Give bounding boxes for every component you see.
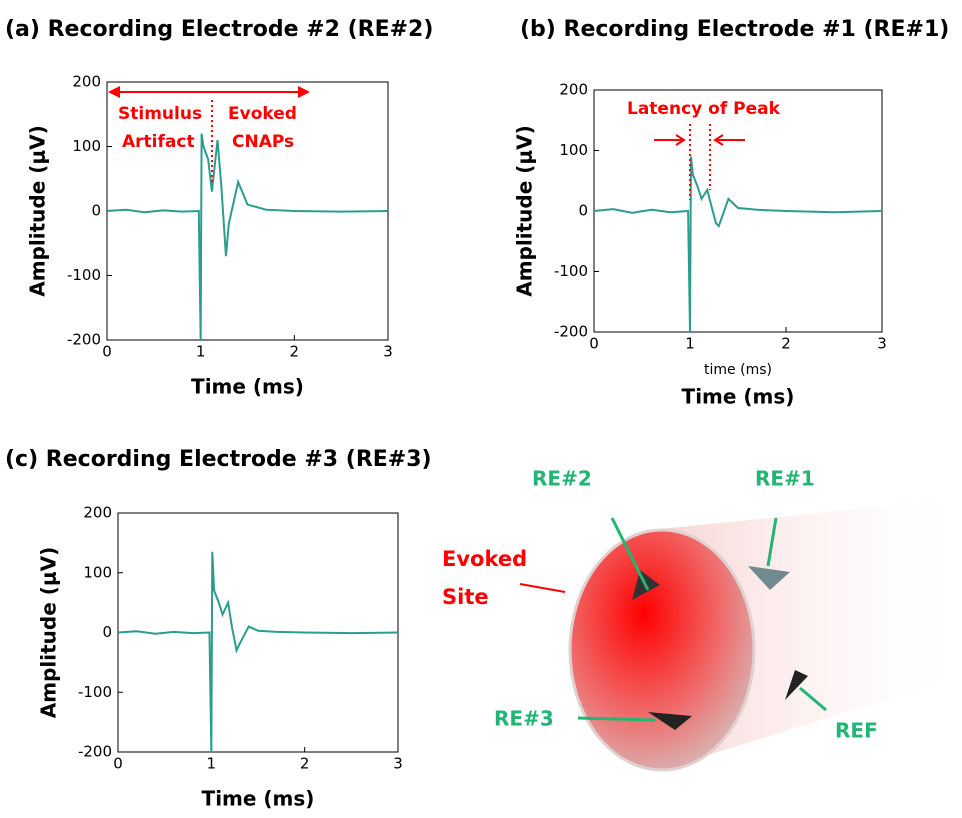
x-tick-label: 0 bbox=[589, 335, 599, 353]
annotation: Evoked bbox=[228, 104, 297, 124]
y-tick-label: 200 bbox=[559, 81, 588, 99]
annotation: Artifact bbox=[122, 132, 195, 152]
y-tick-label: -200 bbox=[78, 743, 112, 761]
x-tick-label: 1 bbox=[207, 755, 217, 773]
label: RE#1 bbox=[755, 467, 815, 491]
y-tick-label: 100 bbox=[83, 563, 112, 581]
trace bbox=[106, 133, 389, 341]
y-tick-label: 0 bbox=[91, 202, 101, 220]
y-tick-label: -100 bbox=[67, 266, 101, 284]
x-tick-label: 3 bbox=[877, 335, 887, 353]
x-tick-label: 3 bbox=[383, 343, 393, 361]
arrow bbox=[654, 134, 686, 146]
y-axis-label: Amplitude (μV) bbox=[513, 125, 537, 296]
pointer bbox=[766, 517, 778, 567]
y-tick-label: -100 bbox=[78, 683, 112, 701]
y-axis-label: Amplitude (μV) bbox=[26, 125, 50, 296]
chart: (b) Recording Electrode #1 (RE#1) -200 -10… bbox=[513, 17, 950, 409]
label: Evoked bbox=[442, 547, 527, 571]
annotation: Stimulus bbox=[118, 104, 202, 124]
label: RE#2 bbox=[532, 467, 592, 491]
arrowhead bbox=[108, 86, 120, 98]
electrode bbox=[748, 566, 790, 590]
x-tick-label: 2 bbox=[781, 335, 791, 353]
label: REF bbox=[835, 719, 878, 743]
x-axis-label: Time (ms) bbox=[202, 787, 315, 811]
nerve-diagram: RE#2 RE#1 Evoked Site RE#3 REF bbox=[442, 467, 950, 772]
pointer bbox=[577, 716, 656, 722]
trace bbox=[593, 156, 883, 333]
label: RE#3 bbox=[494, 707, 554, 731]
x-tick-label: 0 bbox=[102, 343, 112, 361]
arrow bbox=[713, 134, 745, 146]
plot-frame bbox=[593, 89, 883, 333]
annotation: Latency of Peak bbox=[627, 99, 781, 119]
pointer bbox=[799, 686, 827, 712]
x-tick-label: 2 bbox=[300, 755, 310, 773]
x-tick-label: 0 bbox=[113, 755, 123, 773]
y-tick-label: -100 bbox=[554, 262, 588, 280]
pointer bbox=[519, 583, 566, 593]
chart-title: (c) Recording Electrode #3 (RE#3) bbox=[5, 447, 432, 472]
electrode bbox=[785, 670, 808, 700]
x-tick-label: 3 bbox=[393, 755, 403, 773]
chart-title: (b) Recording Electrode #1 (RE#1) bbox=[520, 17, 949, 42]
label: Site bbox=[442, 585, 489, 609]
chart: (c) Recording Electrode #3 (RE#3) -200 -10… bbox=[5, 447, 432, 811]
y-tick-label: 100 bbox=[559, 141, 588, 159]
y-tick-label: 200 bbox=[83, 504, 112, 522]
annotation: CNAPs bbox=[232, 132, 294, 152]
chart-title: (a) Recording Electrode #2 (RE#2) bbox=[5, 17, 433, 42]
trace bbox=[117, 551, 399, 753]
x-axis-label: Time (ms) bbox=[682, 385, 795, 409]
y-tick-label: -200 bbox=[67, 331, 101, 349]
chart: (a) Recording Electrode #2 (RE#2) -200 -10… bbox=[5, 17, 433, 399]
arrowhead bbox=[298, 86, 310, 98]
x-tick-label: 2 bbox=[290, 343, 300, 361]
x-tick-label: 1 bbox=[685, 335, 695, 353]
y-tick-label: 0 bbox=[578, 202, 588, 220]
y-axis-label: Amplitude (μV) bbox=[37, 547, 61, 718]
pointer bbox=[610, 517, 650, 591]
y-tick-label: 100 bbox=[72, 137, 101, 155]
x-tick-label: 1 bbox=[196, 343, 206, 361]
x-axis-label: Time (ms) bbox=[191, 375, 304, 399]
y-tick-label: -200 bbox=[554, 323, 588, 341]
cylinder-face bbox=[568, 528, 756, 772]
annotation: time (ms) bbox=[704, 362, 772, 378]
y-tick-label: 200 bbox=[72, 73, 101, 91]
electrode bbox=[648, 712, 692, 730]
y-tick-label: 0 bbox=[102, 623, 112, 641]
